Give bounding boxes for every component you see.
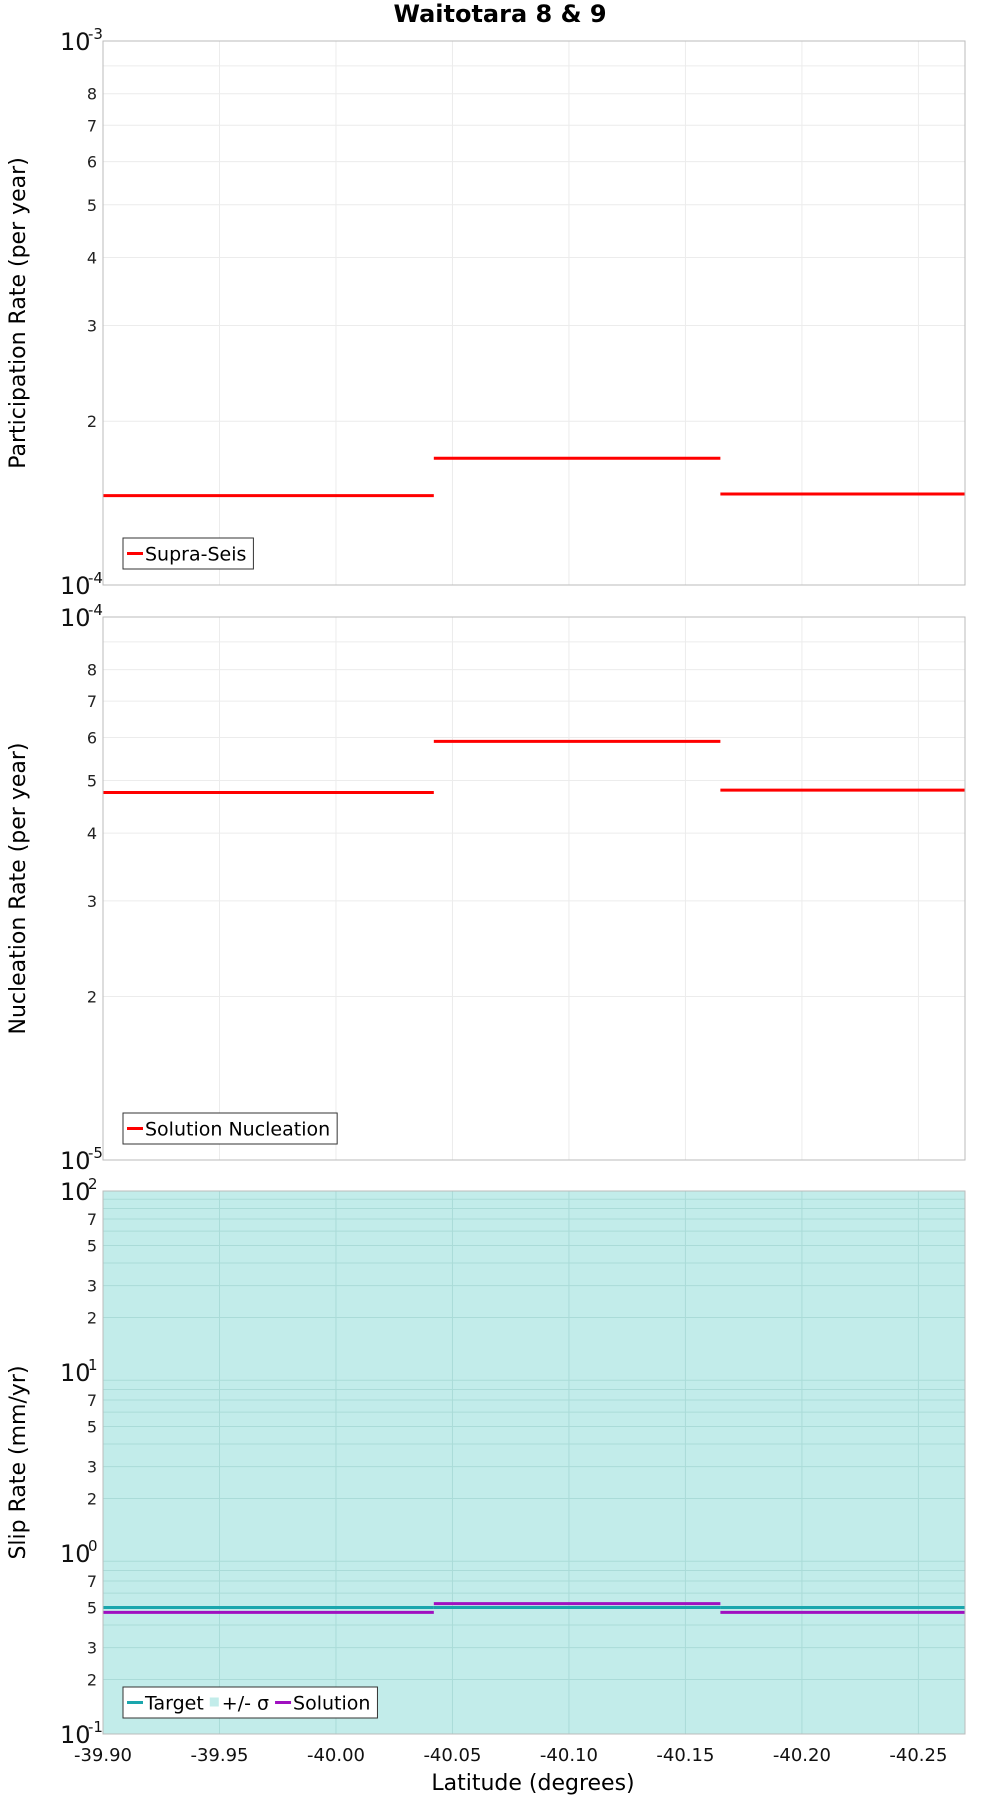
- x-tick-label: -40.00: [307, 1745, 365, 1766]
- decade-base: 10: [60, 1540, 91, 1568]
- panel3-y-tick-label: 2: [87, 1490, 97, 1509]
- decade-exponent: -3: [88, 25, 103, 43]
- decade-base: 10: [60, 1178, 91, 1206]
- panel2-y-tick-label: 3: [87, 892, 97, 911]
- panel2-gridlines: [102, 617, 965, 1160]
- panel3-y-tick-label: 3: [87, 1458, 97, 1477]
- legend-label: Solution: [293, 1693, 370, 1715]
- decade-exponent: -4: [88, 569, 103, 587]
- legend-box: [122, 1112, 338, 1145]
- decade-exponent: -4: [88, 601, 103, 619]
- panel2-plot-area: [103, 617, 965, 1160]
- decade-base: 10: [60, 28, 91, 56]
- chart-title: Waitotara 8 & 9: [393, 0, 606, 28]
- legend-swatch: [209, 1697, 219, 1707]
- panel1-y-decade-label: 10-4: [60, 569, 103, 600]
- decade-base: 10: [60, 572, 91, 600]
- panel3-y-tick-label: 7: [87, 1210, 97, 1229]
- panel1-plot-area: [103, 41, 965, 585]
- legend-label: +/- σ: [222, 1693, 269, 1715]
- panel3-frame: [102, 1190, 966, 1735]
- panel1-y-tick-label: 4: [87, 248, 97, 267]
- legend-label: Solution Nucleation: [145, 1119, 330, 1141]
- panel2-frame: [102, 616, 966, 1161]
- panel3-y-tick-label: 7: [87, 1391, 97, 1410]
- panel3-y-decade-label: 100: [60, 1537, 98, 1568]
- panel3-legend: Target +/- σ Solution: [122, 1686, 378, 1719]
- panel1-frame: [102, 40, 966, 586]
- decade-exponent: 1: [88, 1356, 98, 1374]
- decade-base: 10: [60, 1721, 91, 1749]
- x-tick-label: -40.20: [773, 1745, 831, 1766]
- x-tick-label: -40.05: [423, 1745, 481, 1766]
- panel3-y-tick-label: 2: [87, 1671, 97, 1690]
- decade-base: 10: [60, 604, 91, 632]
- panel3-y-tick-label: 5: [87, 1236, 97, 1255]
- panel3-y-tick-label: 3: [87, 1277, 97, 1296]
- panel1-y-decade-label: 10-3: [60, 25, 103, 56]
- panel1-y-tick-label: 7: [87, 116, 97, 135]
- decade-exponent: 0: [88, 1537, 98, 1555]
- panel3-y-tick-label: 5: [87, 1417, 97, 1436]
- decade-exponent: 2: [88, 1175, 98, 1193]
- panel3-series-solution: [103, 1602, 965, 1614]
- panel2-y-axis-label: Nucleation Rate (per year): [6, 743, 31, 1035]
- panel2-y-tick-label: 5: [87, 771, 97, 790]
- panel2-y-tick-label: 4: [87, 824, 97, 843]
- x-tick-label: -40.10: [540, 1745, 598, 1766]
- panel2-series-solution-nucleation: [103, 739, 965, 795]
- decade-base: 10: [60, 1147, 91, 1175]
- panel3-y-tick-label: 2: [87, 1309, 97, 1328]
- panel3-sigma-band: [103, 1191, 965, 1734]
- x-axis-label: Latitude (degrees): [431, 1771, 634, 1796]
- panel2-y-tick-label: 7: [87, 692, 97, 711]
- panel3-y-decade-label: 101: [60, 1356, 98, 1387]
- panel1-y-tick-label: 3: [87, 316, 97, 335]
- panel1-y-tick-label: 5: [87, 196, 97, 215]
- panel2-y-decade-label: 10-5: [60, 1144, 103, 1175]
- x-tick-label: -40.25: [889, 1745, 947, 1766]
- panel1-y-tick-label: 6: [87, 153, 97, 172]
- legend-box: [122, 537, 254, 570]
- panel1-gridlines: [102, 41, 965, 585]
- panel1-legend: Supra-Seis: [122, 537, 254, 570]
- panel3-y-tick-label: 3: [87, 1639, 97, 1658]
- decade-exponent: -1: [88, 1718, 103, 1736]
- panel2-y-tick-label: 2: [87, 988, 97, 1007]
- panel3-y-decade-label: 10-1: [60, 1718, 103, 1749]
- panel2-y-tick-label: 8: [87, 661, 97, 680]
- x-tick-label: -40.15: [656, 1745, 714, 1766]
- panel3-gridlines: [102, 1191, 965, 1734]
- panel3-y-decade-label: 102: [60, 1175, 98, 1206]
- x-tick-label: -39.90: [74, 1745, 132, 1766]
- panel1-y-tick-label: 2: [87, 412, 97, 431]
- panel3-y-tick-label: 7: [87, 1572, 97, 1591]
- panel1-series-supra-seis: [103, 456, 965, 498]
- panel3-y-axis-label: Slip Rate (mm/yr): [6, 1365, 31, 1559]
- legend-box: [122, 1686, 378, 1719]
- decade-exponent: -5: [88, 1144, 103, 1162]
- panel2-legend: Solution Nucleation: [122, 1112, 338, 1145]
- panel1-y-axis-label: Participation Rate (per year): [6, 157, 31, 469]
- panel2-y-tick-label: 6: [87, 728, 97, 747]
- x-tick-label: -39.95: [190, 1745, 248, 1766]
- decade-base: 10: [60, 1359, 91, 1387]
- legend-label: Supra-Seis: [145, 544, 246, 566]
- panel3-y-tick-label: 5: [87, 1598, 97, 1617]
- panel1-y-tick-label: 8: [87, 85, 97, 104]
- legend-label: Target: [144, 1693, 204, 1715]
- panel2-y-decade-label: 10-4: [60, 601, 103, 632]
